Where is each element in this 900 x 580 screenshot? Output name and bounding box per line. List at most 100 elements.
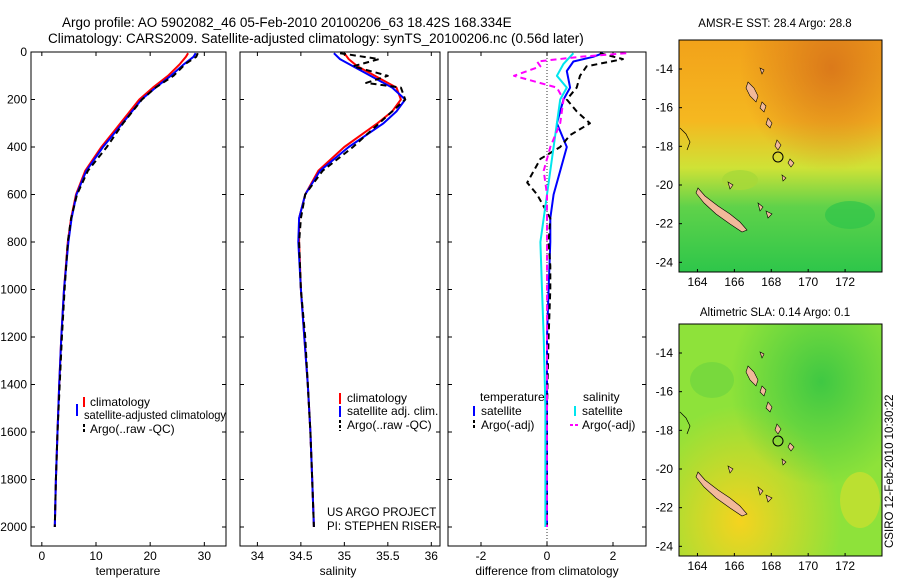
map-y-tick-label: -14 bbox=[656, 346, 674, 360]
map-y-tick-label: -16 bbox=[656, 385, 674, 399]
map-x-tick-label: 164 bbox=[687, 559, 707, 573]
sla-map bbox=[678, 323, 883, 557]
figure-title-line2: Climatology: CARS2009. Satellite-adjuste… bbox=[48, 31, 584, 46]
legend-label-sal-satellite: satellite bbox=[582, 404, 623, 418]
series-line-satellite-adjusted-climatology bbox=[53, 52, 197, 528]
map-x-tick-label: 164 bbox=[687, 275, 707, 289]
y-tick-label: 1200 bbox=[0, 330, 27, 344]
island bbox=[727, 465, 734, 474]
legend-label-climatology: climatology bbox=[347, 391, 407, 405]
difference-plot: -2 0 2 bbox=[448, 51, 646, 563]
map-x-tick-label: 168 bbox=[761, 559, 781, 573]
x-tick-label: 34.5 bbox=[289, 549, 313, 563]
sla-map-coastline bbox=[679, 411, 691, 435]
sst-map-cool-patch bbox=[722, 170, 758, 190]
x-tick-label: -2 bbox=[476, 549, 487, 563]
y-tick-label: 1800 bbox=[0, 473, 27, 487]
sst-map-coastline bbox=[679, 127, 691, 151]
legend-label-argo: Argo(..raw -QC) bbox=[90, 422, 175, 436]
sst-map bbox=[678, 39, 883, 273]
difference-xlabel: difference from climatology bbox=[475, 564, 618, 578]
vanuatu-island bbox=[745, 81, 759, 103]
new-caledonia-island bbox=[695, 187, 748, 233]
legend-label-temp-satellite: satellite bbox=[481, 404, 522, 418]
x-tick-label: 30 bbox=[198, 549, 212, 563]
x-tick-label: 0 bbox=[544, 549, 551, 563]
series-line-temperature-satellite bbox=[546, 52, 604, 527]
legend-heading-temperature: temperature bbox=[480, 390, 545, 404]
y-tick-label: 2000 bbox=[0, 520, 27, 534]
map-y-tick-label: -18 bbox=[656, 423, 674, 437]
map-y-tick-label: -20 bbox=[656, 178, 674, 192]
loyalty-island bbox=[757, 486, 764, 496]
legend-label-satellite: satellite adj. clim. bbox=[347, 404, 438, 418]
island bbox=[781, 174, 787, 182]
series-line-temperature-argo-adj- bbox=[526, 52, 624, 527]
vanuatu-island bbox=[765, 401, 773, 413]
island bbox=[759, 351, 765, 359]
sst-map-cool-patch bbox=[825, 201, 875, 229]
x-tick-label: 20 bbox=[143, 549, 157, 563]
series-line-argo-raw-qc- bbox=[298, 52, 407, 528]
map-x-tick-label: 166 bbox=[724, 559, 744, 573]
map-y-tick-label: -14 bbox=[656, 62, 674, 76]
vanuatu-island bbox=[759, 101, 767, 113]
x-tick-label: 34 bbox=[251, 549, 265, 563]
temperature-axes bbox=[30, 51, 227, 547]
sla-map-low-patch bbox=[690, 362, 734, 398]
map-x-tick-label: 170 bbox=[798, 275, 818, 289]
sla-map-high-patch bbox=[840, 472, 880, 528]
map-y-tick-label: -24 bbox=[656, 255, 674, 269]
map-y-tick-label: -24 bbox=[656, 539, 674, 553]
map-y-tick-label: -22 bbox=[656, 217, 674, 231]
legend-heading-salinity: salinity bbox=[583, 390, 620, 404]
x-tick-label: 0 bbox=[38, 549, 45, 563]
vanuatu-island bbox=[774, 423, 782, 435]
vanuatu-island bbox=[765, 117, 773, 129]
legend-label-temp-argo: Argo(-adj) bbox=[481, 418, 534, 432]
series-line-salinity-satellite bbox=[539, 52, 575, 527]
island bbox=[781, 458, 787, 466]
new-caledonia-island bbox=[695, 471, 748, 517]
legend-label-satellite: satellite-adjusted climatology bbox=[84, 408, 226, 422]
map-x-tick-label: 168 bbox=[761, 275, 781, 289]
sla-map-ticks: 164 166 168 170 172 -14 -16 -18 -20 -22 -24 bbox=[656, 346, 856, 573]
map-x-tick-label: 172 bbox=[835, 559, 855, 573]
x-tick-label: 35 bbox=[338, 549, 352, 563]
sla-map-frame bbox=[678, 323, 883, 557]
vanuatu-island bbox=[787, 442, 795, 452]
map-y-tick-label: -16 bbox=[656, 101, 674, 115]
sla-map-islands bbox=[695, 351, 795, 517]
vanuatu-island bbox=[774, 139, 782, 151]
map-x-tick-label: 170 bbox=[798, 559, 818, 573]
temperature-xlabel: temperature bbox=[96, 564, 161, 578]
vanuatu-island bbox=[787, 158, 795, 168]
map-x-tick-label: 172 bbox=[835, 275, 855, 289]
series-line-climatology bbox=[298, 52, 402, 528]
map-x-tick-label: 166 bbox=[724, 275, 744, 289]
legend-label-sal-argo: Argo(-adj) bbox=[582, 418, 635, 432]
y-tick-label: 1400 bbox=[0, 378, 27, 392]
salinity-plot: 34 34.5 35 35.5 36 bbox=[240, 51, 440, 563]
sla-map-title: Altimetric SLA: 0.14 Argo: 0.1 bbox=[700, 307, 850, 319]
map-y-tick-label: -22 bbox=[656, 501, 674, 515]
project-line1: US ARGO PROJECT bbox=[327, 507, 436, 519]
island bbox=[727, 181, 734, 190]
salinity-legend: climatology satellite adj. clim. Argo(..… bbox=[339, 391, 438, 432]
x-tick-label: 35.5 bbox=[376, 549, 400, 563]
loyalty-island bbox=[757, 202, 764, 212]
y-tick-label: 600 bbox=[7, 188, 27, 202]
side-stamp: CSIRO 12-Feb-2010 10:30:22 bbox=[884, 395, 896, 548]
salinity-xlabel: salinity bbox=[320, 564, 357, 578]
x-tick-label: 10 bbox=[89, 549, 103, 563]
series-line-salinity-argo-adj- bbox=[513, 52, 627, 527]
series-line-argo-raw-qc- bbox=[53, 52, 199, 528]
temperature-plot: 0 200 400 600 800 1000 1200 1400 1600 1800 2000 0 10… bbox=[0, 45, 226, 563]
island bbox=[759, 67, 765, 75]
y-tick-label: 1000 bbox=[0, 283, 27, 297]
vanuatu-island bbox=[745, 365, 759, 387]
x-tick-label: 2 bbox=[610, 549, 617, 563]
y-tick-label: 400 bbox=[7, 140, 27, 154]
sst-map-argo-marker bbox=[772, 151, 784, 163]
